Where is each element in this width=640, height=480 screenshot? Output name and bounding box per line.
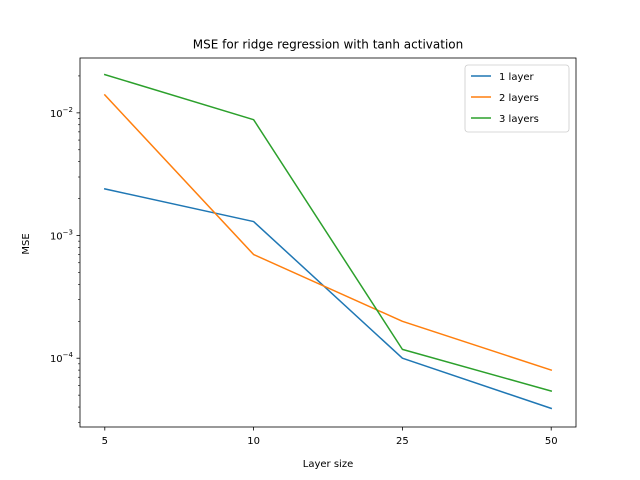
legend-label-1: 1 layer <box>499 72 535 83</box>
series-line-1 <box>103 187 553 410</box>
legend-label-3: 3 layers <box>499 114 539 125</box>
axes-frame <box>79 57 577 428</box>
series-line-2 <box>103 93 553 372</box>
x-tick-label: 25 <box>396 436 409 447</box>
legend: 1 layer 2 layers 3 layers <box>464 64 570 133</box>
y-axis-label: MSE <box>21 233 32 254</box>
plot-area: 10−4 10−3 10−2 5 10 25 50 <box>50 57 577 447</box>
x-axis-label: Layer size <box>303 459 353 470</box>
x-tick-label: 5 <box>102 436 108 447</box>
x-tick-label: 50 <box>545 436 558 447</box>
x-tick-label: 10 <box>247 436 260 447</box>
y-tick-label: 10−3 <box>50 229 73 243</box>
legend-frame <box>464 64 570 133</box>
y-tick-label: 10−4 <box>50 351 74 365</box>
legend-label-2: 2 layers <box>499 93 539 104</box>
y-tick-label: 10−2 <box>50 106 73 120</box>
chart-title: MSE for ridge regression with tanh activ… <box>193 38 464 52</box>
series-line-3 <box>103 73 553 392</box>
